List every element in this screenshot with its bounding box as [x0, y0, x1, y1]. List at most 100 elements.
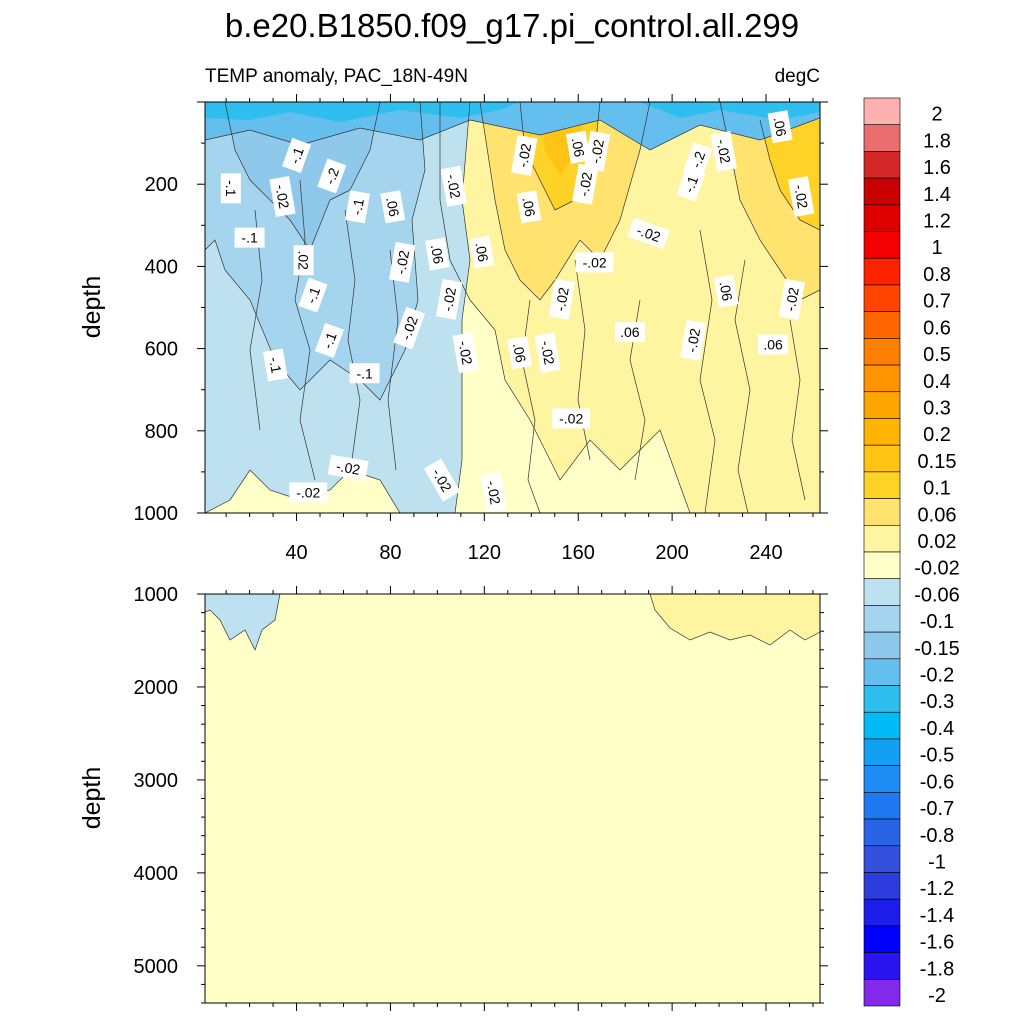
colorbar-label: -0.6	[920, 771, 954, 793]
contour-label-text: -.1	[303, 285, 324, 306]
colorbar-swatch	[863, 631, 901, 660]
contour-label-text: -.1	[348, 197, 367, 216]
colorbar-swatch	[863, 231, 901, 259]
y-tick-label: 200	[145, 174, 178, 196]
colorbar-swatch	[863, 338, 901, 366]
contour-label-box	[788, 176, 815, 217]
contour-label-box	[516, 190, 542, 224]
contour-label-text: -.02	[538, 339, 558, 366]
lower-panel: 1000 2000 3000 4000 5000 depth	[78, 584, 828, 1011]
contour-label: -.1	[345, 190, 371, 224]
contour-label-box	[676, 166, 706, 202]
contour-label: .06	[380, 190, 406, 224]
contour-label: .02	[293, 245, 314, 276]
contour-label-text: -.02	[782, 286, 802, 313]
y-tick-label: 5000	[134, 956, 179, 978]
contour-label: .06	[767, 110, 793, 144]
contour-label-box	[389, 241, 416, 283]
colorbar-swatch	[863, 204, 901, 232]
contour-label: -.02	[778, 278, 805, 320]
chart-title: b.e20.B1850.f09_g17.pi_control.all.299	[225, 7, 799, 44]
chart-units-label: degC	[775, 66, 820, 87]
colorbar-label: 1.4	[923, 184, 951, 206]
contour-label: .06	[758, 334, 789, 355]
contour-label: -.02	[627, 217, 670, 250]
colorbar-swatch	[863, 685, 901, 713]
contour-label: -.02	[327, 454, 369, 481]
contour-label: -.1	[314, 322, 344, 358]
colorbar-swatch	[863, 177, 901, 206]
x-tick-label: 40	[285, 542, 307, 564]
contour-label: -.1	[298, 277, 328, 313]
contour-label-box	[380, 190, 406, 224]
colorbar-label: 2	[931, 104, 942, 126]
contour-label-box	[507, 336, 532, 370]
colorbar-swatch	[863, 284, 901, 312]
contour-label-text: -.1	[223, 180, 239, 197]
contour-label-text: .06	[763, 336, 783, 352]
contour-label-text: -.1	[241, 230, 258, 246]
contour-label: .06	[614, 322, 645, 343]
contour-label: -.02	[583, 130, 611, 172]
contour-label-text: -.02	[335, 458, 362, 478]
contour-label-text: .06	[428, 243, 447, 265]
colorbar-label: 0.1	[923, 478, 951, 500]
colorbar-label: -0.1	[920, 611, 954, 633]
contour-label-text: -.02	[296, 484, 320, 500]
contour-label-text: -.02	[398, 314, 421, 342]
colorbar-label: -1.4	[920, 905, 954, 927]
colorbar: 2 1.8 1.6 1.4 1.2 1 0.8 0.7 0.6 0.5 0.4 0.3 0.2 0.15 0…	[863, 97, 960, 1007]
y-tick-label: 1000	[134, 584, 179, 606]
contour-label: -.1	[220, 173, 241, 204]
lower-panel-background	[205, 594, 820, 1003]
contour-label-text: -.02	[444, 173, 464, 200]
contour-label-box	[345, 190, 371, 224]
colorbar-swatch	[863, 978, 901, 1007]
contour-label-box	[614, 322, 645, 343]
contour-label-box	[314, 322, 344, 358]
colorbar-swatch	[863, 658, 901, 686]
colorbar-label: -0.7	[920, 798, 954, 820]
y-tick-label: 1000	[134, 503, 179, 525]
colorbar-label: -0.2	[920, 665, 954, 687]
lower-y-axis-label: depth	[78, 767, 106, 830]
contour-label: -.1	[262, 348, 288, 382]
contour-label-text: -.02	[439, 286, 459, 313]
contour-label-box	[778, 278, 805, 320]
contour-label: -.02	[680, 319, 707, 361]
contour-label-box	[552, 408, 591, 429]
colorbar-swatch	[863, 792, 901, 820]
contour-label: -.1	[282, 137, 312, 173]
contour-label: .06	[469, 235, 495, 269]
contour-label: -.1	[676, 166, 706, 202]
colorbar-swatch	[863, 551, 901, 580]
colorbar-label: 0.6	[923, 317, 951, 339]
contour-label-box	[548, 278, 575, 320]
colorbar-swatch	[863, 444, 901, 473]
contour-label-box	[424, 237, 450, 271]
contour-label-box	[480, 472, 507, 513]
colorbar-label: -0.4	[920, 718, 954, 740]
contour-label-text: -.02	[714, 138, 734, 165]
colorbar-swatch	[863, 738, 901, 766]
contour-label-text: .02	[296, 251, 312, 271]
contour-label: -.2	[317, 158, 347, 194]
contour-label-text: .06	[620, 324, 640, 340]
contour-label-box	[220, 173, 241, 204]
contour-label: -.02	[534, 332, 561, 374]
contour-label-box	[565, 130, 591, 164]
x-tick-label: 240	[749, 542, 782, 564]
colorbar-swatch	[863, 151, 901, 179]
contour-label-text: -.02	[683, 327, 703, 354]
colorbar-label: 0.02	[918, 531, 957, 553]
contour-label-box	[713, 274, 739, 308]
colorbar-swatch	[863, 124, 901, 152]
contour-label-box	[583, 130, 611, 172]
contour-label-box	[317, 158, 347, 194]
contour-label-text: .06	[771, 116, 790, 138]
contour-label-box	[440, 165, 467, 207]
contour-label-text: .06	[383, 196, 402, 218]
lower-x-axis	[225, 586, 814, 1011]
colorbar-label: -2	[928, 985, 946, 1007]
